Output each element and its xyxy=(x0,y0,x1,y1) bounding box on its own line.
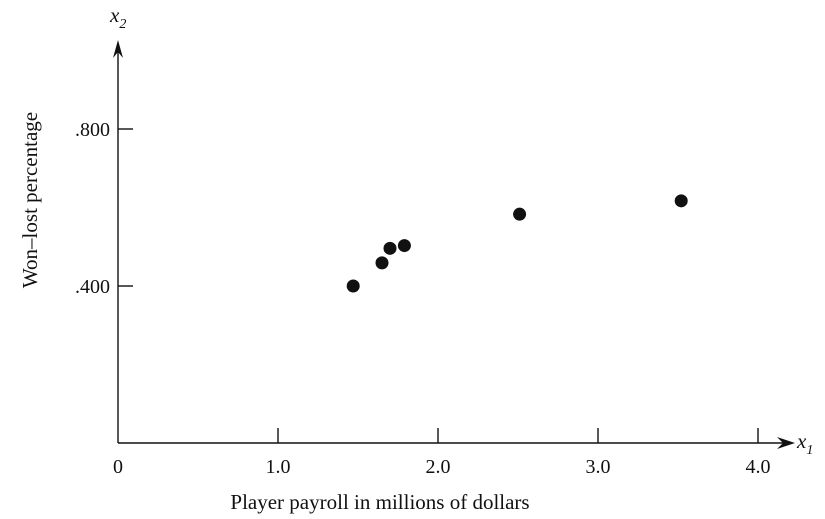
data-point xyxy=(674,194,688,208)
x-tick-label: 2.0 xyxy=(426,456,451,478)
x-tick-label: 0 xyxy=(113,456,123,478)
y-tick-label: .400 xyxy=(75,276,110,298)
y-axis-arrowhead xyxy=(113,40,123,58)
y-tick-label: .800 xyxy=(75,119,110,141)
y-axis-variable-label: x2 xyxy=(109,3,126,32)
data-point xyxy=(397,239,411,253)
data-point xyxy=(375,256,389,270)
y-axis-title: Won–lost percentage xyxy=(18,112,42,288)
x-axis-arrowhead xyxy=(777,437,795,449)
data-points xyxy=(346,194,688,293)
data-point xyxy=(513,207,527,221)
x-tick-label: 1.0 xyxy=(266,456,291,478)
x-tick-label: 3.0 xyxy=(586,456,611,478)
data-point xyxy=(383,241,397,255)
axes xyxy=(113,40,795,449)
data-point xyxy=(346,279,360,293)
x-axis-variable-label: x1 xyxy=(796,429,813,458)
y-ticks: .400 .800 xyxy=(75,119,133,298)
x-axis-title: Player payroll in millions of dollars xyxy=(230,490,529,514)
x-tick-label: 4.0 xyxy=(746,456,771,478)
x-ticks: 0 1.0 2.0 3.0 4.0 xyxy=(113,428,771,478)
